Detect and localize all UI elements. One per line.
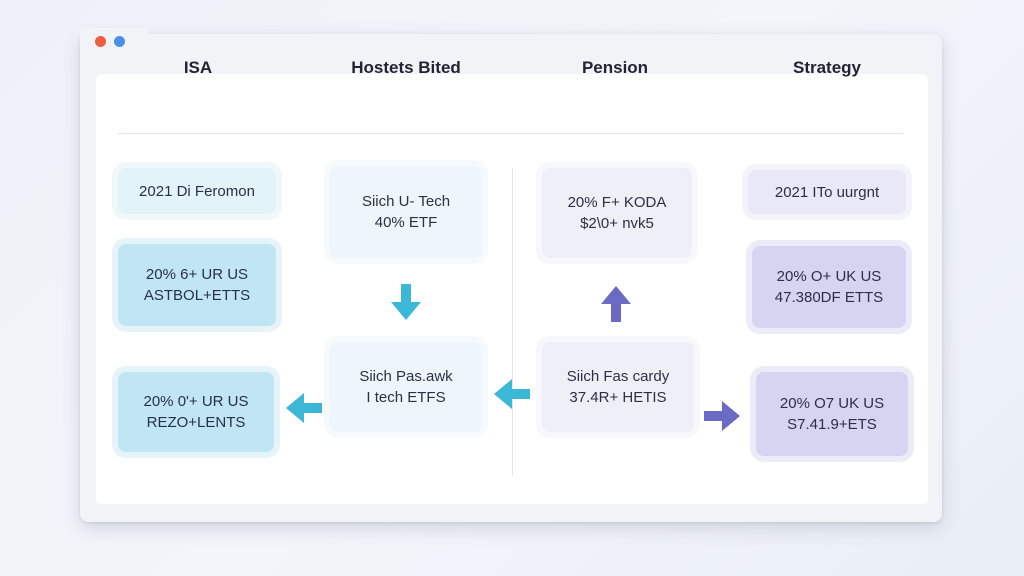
minimize-icon[interactable] — [114, 36, 125, 47]
card-isa-bottom: 20% 0'+ UR US REZO+LENTS — [118, 372, 274, 452]
card-line: 2021 ITo uurgnt — [774, 183, 880, 201]
card-line: 20% O+ UK US — [776, 268, 882, 285]
close-icon[interactable] — [95, 36, 106, 47]
hb-down-arrow-icon — [391, 284, 421, 320]
strategy-right-arrow-shape — [704, 401, 740, 431]
card-line: 20% F+ KODA — [567, 194, 667, 211]
card-line: 37.4R+ HETIS — [569, 389, 667, 406]
card-strategy-top: 2021 ITo uurgnt — [748, 170, 906, 214]
card-line: 2021 Di Feromon — [139, 182, 255, 200]
hb-down-arrow-shape — [391, 284, 421, 320]
card-strategy-middle: 20% O+ UK US 47.380DF ETTS — [752, 246, 906, 328]
column-title-strategy: Strategy — [792, 58, 862, 77]
card-pension-bottom: Siich Fas cardy 37.4R+ HETIS — [542, 342, 694, 432]
pension-up-arrow-icon — [601, 286, 631, 322]
card-line: Siich U- Tech — [361, 193, 451, 210]
card-line: Siich Pas.awk — [359, 368, 453, 385]
card-hostets-bited-top: Siich U- Tech 40% ETF — [330, 166, 482, 258]
card-line: Siich Fas cardy — [566, 368, 670, 385]
card-strategy-bottom: 20% O7 UK US S7.41.9+ETS — [756, 372, 908, 456]
column-title-pension: Pension — [581, 58, 649, 77]
isa-left-arrow-icon — [286, 393, 322, 423]
card-line: S7.41.9+ETS — [787, 416, 877, 433]
card-line: ASTBOL+ETTS — [143, 287, 251, 304]
pension-up-arrow-shape — [601, 286, 631, 322]
card-pension-top: 20% F+ KODA $2\0+ nvk5 — [542, 168, 692, 258]
card-line: REZO+LENTS — [146, 414, 246, 431]
card-isa-top: 2021 Di Feromon — [118, 168, 276, 214]
column-title-hostets-bited: Hostets Bited — [351, 58, 461, 77]
card-line: 40% ETF — [374, 214, 438, 231]
card-line: 20% O7 UK US — [779, 395, 885, 412]
card-line: 20% 0'+ UR US — [143, 393, 249, 410]
isa-left-arrow-shape — [286, 393, 322, 423]
pension-left-arrow-shape — [494, 379, 530, 409]
column-divider — [512, 168, 513, 476]
card-isa-middle: 20% 6+ UR US ASTBOL+ETTS — [118, 244, 276, 326]
header-divider — [118, 133, 904, 134]
pension-left-arrow-icon — [494, 379, 530, 409]
card-line: 47.380DF ETTS — [774, 289, 884, 306]
card-hostets-bited-bottom: Siich Pas.awk I tech ETFS — [330, 342, 482, 432]
card-line: 20% 6+ UR US — [145, 266, 249, 283]
card-line: $2\0+ nvk5 — [580, 215, 654, 232]
window-tab — [80, 28, 150, 58]
strategy-right-arrow-icon — [704, 401, 740, 431]
card-line: I tech ETFS — [366, 389, 446, 406]
column-title-isa: ISA — [183, 58, 213, 77]
